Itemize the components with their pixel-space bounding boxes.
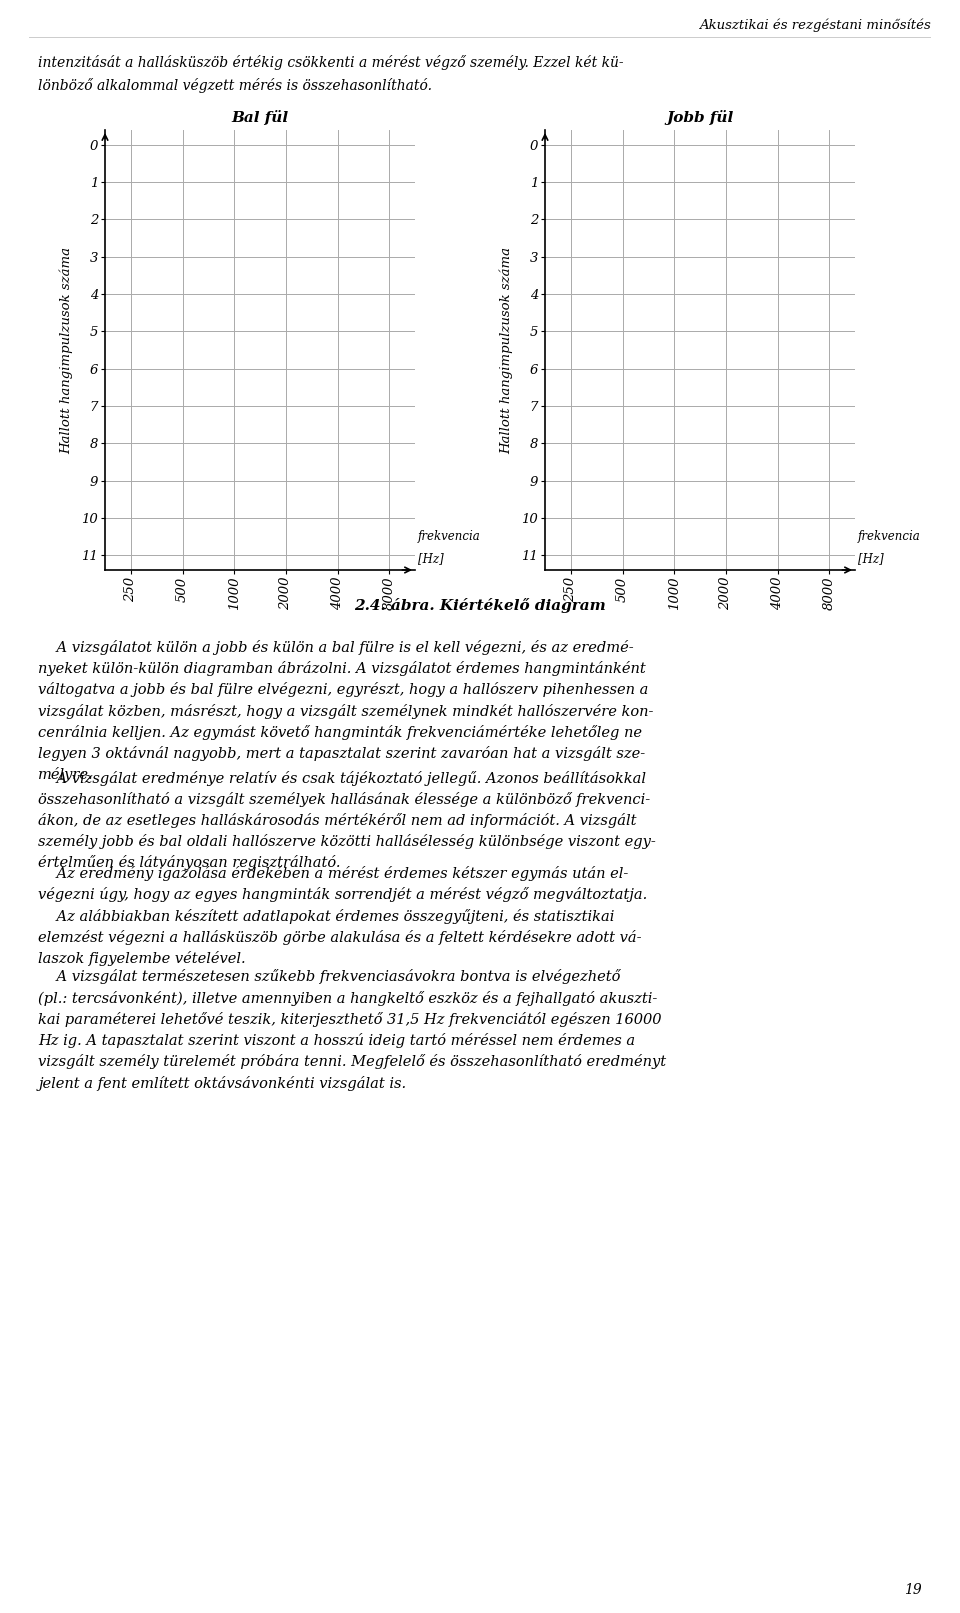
Text: [Hz]: [Hz] [418, 552, 444, 565]
Text: 2.4. ábra. Kiértékelő diagram: 2.4. ábra. Kiértékelő diagram [354, 598, 606, 613]
Text: intenzitását a hallásküszöb értékig csökkenti a mérést végző személy. Ezzel két : intenzitását a hallásküszöb értékig csök… [38, 55, 624, 69]
Text: A vizsgálatot külön a jobb és külön a bal fülre is el kell végezni, és az eredmé: A vizsgálatot külön a jobb és külön a ba… [38, 640, 654, 782]
Text: A vizsgálat eredménye relatív és csak tájékoztató jellegű. Azonos beállításokkal: A vizsgálat eredménye relatív és csak tá… [38, 771, 657, 871]
Text: frekvencia: frekvencia [418, 531, 480, 544]
Title: Bal fül: Bal fül [231, 110, 289, 124]
Text: Az eredmény igazolása érdekében a mérést érdemes kétszer egymás után el-
végezni: Az eredmény igazolása érdekében a mérést… [38, 866, 648, 902]
Y-axis label: Hallott hangimpulzusok száma: Hallott hangimpulzusok száma [499, 247, 513, 453]
Text: frekvencia: frekvencia [857, 531, 921, 544]
Y-axis label: Hallott hangimpulzusok száma: Hallott hangimpulzusok száma [60, 247, 73, 453]
Text: A vizsgálat természetesen szűkebb frekvenciasávokra bontva is elvégezhető
(pl.: : A vizsgálat természetesen szűkebb frekve… [38, 969, 666, 1090]
Text: Akusztikai és rezgéstani minősítés: Akusztikai és rezgéstani minősítés [700, 18, 931, 32]
Text: lönböző alkalommal végzett mérés is összehasonlítható.: lönböző alkalommal végzett mérés is össz… [38, 77, 432, 94]
Title: Jobb fül: Jobb fül [666, 110, 733, 124]
Text: Az alábbiakban készített adatlapokat érdemes összegyűjteni, és statisztikai
elem: Az alábbiakban készített adatlapokat érd… [38, 910, 642, 966]
Text: [Hz]: [Hz] [857, 552, 883, 565]
Text: 19: 19 [904, 1582, 922, 1597]
